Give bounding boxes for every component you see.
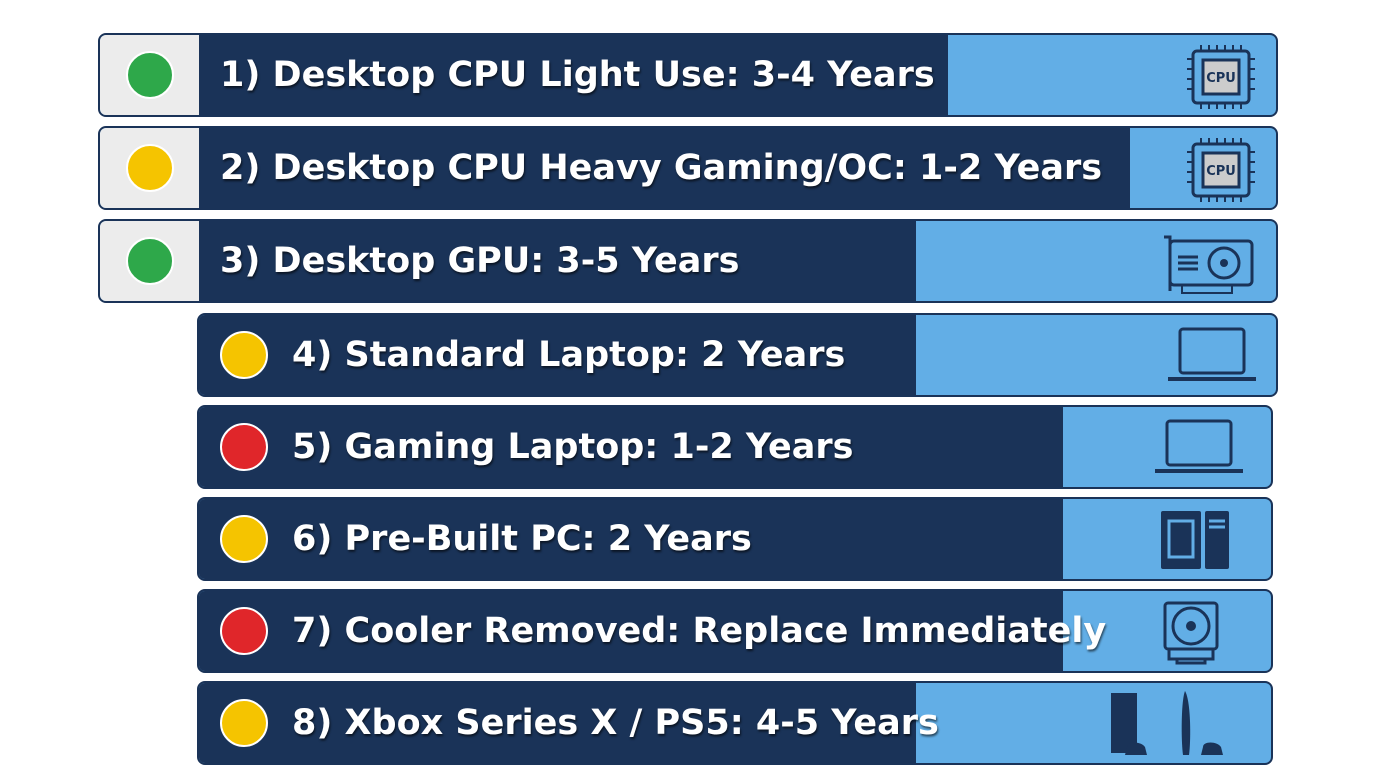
status-dot	[220, 699, 268, 747]
status-dot	[126, 51, 174, 99]
status-dot	[220, 331, 268, 379]
item-label: 7) Cooler Removed: Replace Immediately	[292, 611, 1107, 651]
cpu-icon: CPU	[1187, 45, 1255, 109]
item-row: 1) Desktop CPU Light Use: 3-4 Years CPU	[98, 33, 1278, 117]
label-band	[199, 407, 1063, 487]
icon-text: CPU	[1206, 71, 1236, 86]
pc-icon	[1161, 511, 1229, 569]
status-dot	[126, 144, 174, 192]
laptop-icon	[1168, 327, 1256, 381]
cpu-icon: CPU	[1187, 138, 1255, 202]
item-row: 5) Gaming Laptop: 1-2 Years	[197, 405, 1273, 489]
label-band	[199, 35, 948, 115]
label-band	[199, 221, 916, 301]
item-label: 8) Xbox Series X / PS5: 4-5 Years	[292, 703, 939, 743]
gpu-icon	[1164, 235, 1254, 294]
label-band	[199, 315, 916, 395]
item-row: 3) Desktop GPU: 3-5 Years	[98, 219, 1278, 303]
item-label: 6) Pre-Built PC: 2 Years	[292, 519, 752, 559]
item-row: 2) Desktop CPU Heavy Gaming/OC: 1-2 Year…	[98, 126, 1278, 210]
label-band	[199, 499, 1063, 579]
item-row: 6) Pre-Built PC: 2 Years	[197, 497, 1273, 581]
label-band	[199, 683, 916, 763]
item-row: 7) Cooler Removed: Replace Immediately	[197, 589, 1273, 673]
item-label: 4) Standard Laptop: 2 Years	[292, 335, 846, 375]
icon-text: CPU	[1206, 164, 1236, 179]
label-band	[199, 128, 1130, 208]
item-label: 3) Desktop GPU: 3-5 Years	[220, 241, 740, 281]
status-dot	[126, 237, 174, 285]
status-dot	[220, 607, 268, 655]
console-icon	[1111, 691, 1223, 755]
label-band	[199, 591, 1063, 671]
item-row: 8) Xbox Series X / PS5: 4-5 Years	[197, 681, 1273, 765]
laptop-icon	[1155, 419, 1243, 473]
status-dot	[220, 515, 268, 563]
item-row: 4) Standard Laptop: 2 Years	[197, 313, 1278, 397]
status-dot	[220, 423, 268, 471]
item-label: 2) Desktop CPU Heavy Gaming/OC: 1-2 Year…	[220, 148, 1103, 188]
item-label: 5) Gaming Laptop: 1-2 Years	[292, 427, 854, 467]
cooler-icon	[1163, 601, 1219, 665]
item-label: 1) Desktop CPU Light Use: 3-4 Years	[220, 55, 935, 95]
